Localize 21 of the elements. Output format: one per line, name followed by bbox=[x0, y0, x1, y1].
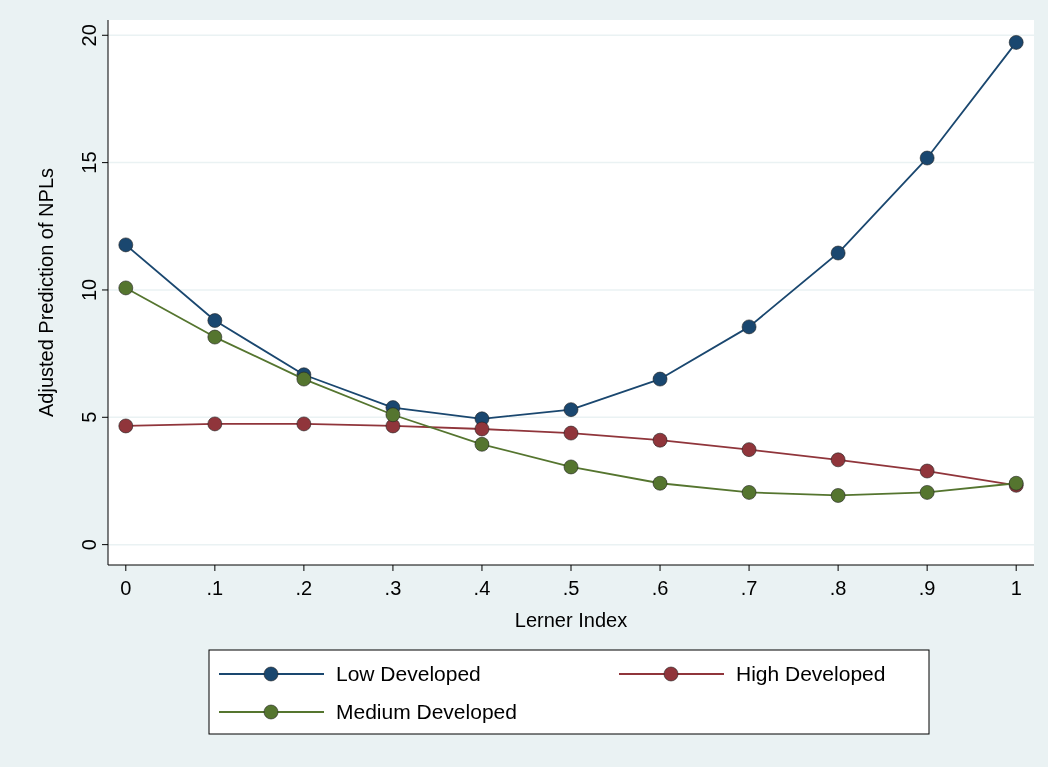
y-tick-label: 15 bbox=[78, 151, 100, 174]
x-tick-label: .2 bbox=[295, 577, 313, 599]
legend-label: Medium Developed bbox=[336, 700, 517, 723]
x-axis-title: Lerner Index bbox=[514, 609, 628, 631]
x-tick-label: .8 bbox=[829, 577, 847, 599]
y-tick-label: 5 bbox=[78, 411, 100, 423]
x-tick-label: .9 bbox=[918, 577, 936, 599]
x-tick-label: .5 bbox=[562, 577, 580, 599]
x-tick-label: .1 bbox=[206, 577, 224, 599]
x-tick-label: 0 bbox=[120, 577, 132, 599]
x-tick-label: .3 bbox=[384, 577, 402, 599]
x-tick-label: .4 bbox=[473, 577, 491, 599]
x-tick-label: .6 bbox=[651, 577, 669, 599]
legend-label: High Developed bbox=[736, 662, 886, 685]
y-axis-title: Adjusted Prediction of NPLs bbox=[35, 167, 57, 418]
y-tick-label: 20 bbox=[78, 24, 100, 47]
x-tick-label: 1 bbox=[1010, 577, 1022, 599]
x-tick-label: .7 bbox=[740, 577, 758, 599]
y-tick-label: 0 bbox=[78, 539, 100, 551]
legend-label: Low Developed bbox=[336, 662, 481, 685]
y-tick-label: 10 bbox=[78, 278, 100, 302]
